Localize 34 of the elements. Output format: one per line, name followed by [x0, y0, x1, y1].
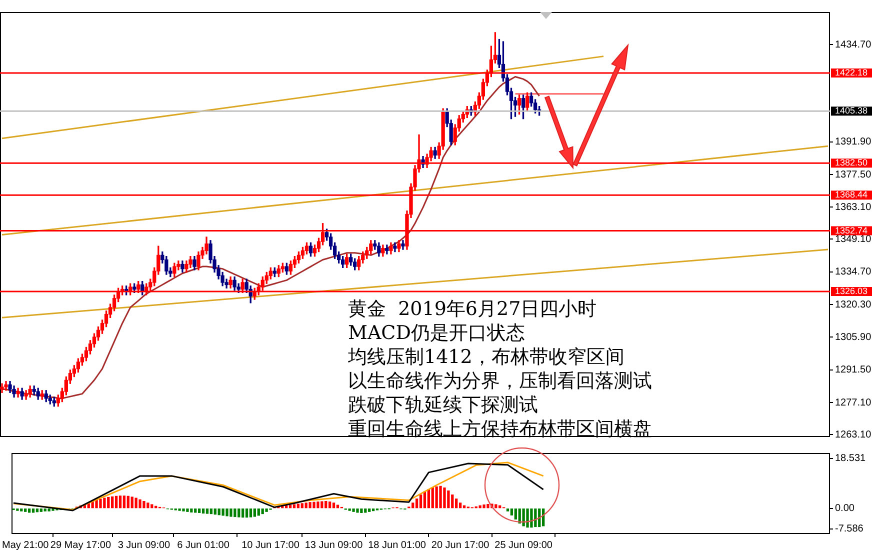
x-tick-label: May 21:00: [2, 540, 50, 550]
ref-line-label: 1382.50: [835, 158, 868, 168]
x-tick-label: 6 Jun 01:00: [177, 540, 230, 550]
annotation: 跌破下轨延续下探测试: [348, 393, 539, 417]
x-tick-label: 29 May 17:00: [50, 540, 112, 550]
ref-line-label: 1326.03: [835, 286, 868, 296]
annotation: 黄金 2019年6月27日四小时: [348, 297, 598, 321]
ref-line-label: 1368.44: [835, 190, 868, 200]
x-tick-label: 13 Jun 09:00: [304, 540, 364, 550]
y-tick-label: 1263.10: [835, 429, 872, 440]
ref-line-label: 1422.18: [835, 67, 868, 78]
x-tick-label: 25 Jun 09:00: [494, 540, 553, 550]
y-tick-label: 1363.10: [835, 202, 872, 213]
y-tick-label: 0.00: [835, 503, 855, 514]
y-tick-label: 1305.90: [835, 332, 872, 343]
y-tick-label: 1391.90: [835, 136, 872, 148]
y-tick-label: 1334.70: [835, 266, 872, 278]
x-tick-label: 10 Jun 17:00: [242, 540, 300, 550]
y-tick-label: 1277.10: [835, 397, 872, 408]
y-tick-label: 18.531: [835, 453, 866, 464]
annotation: 以生命线作为分界，压制看回落测试: [348, 369, 652, 393]
ref-line-label: 1405.38: [835, 106, 868, 116]
y-tick-label: -7.586: [835, 524, 864, 535]
annotation: 均线压制1412，布林带收窄区间: [348, 345, 626, 369]
annotation: MACD仍是开口状态: [348, 321, 526, 345]
x-tick-label: 18 Jun 01:00: [368, 540, 426, 550]
y-tick-label: 1291.50: [835, 364, 872, 376]
y-tick-label: 1320.30: [835, 299, 872, 310]
y-tick-label: 1434.70: [835, 39, 872, 50]
x-tick-label: 20 Jun 17:00: [431, 540, 490, 550]
ref-line-label: 1352.74: [835, 225, 868, 236]
y-tick-label: 1377.50: [835, 169, 872, 180]
y-tick-label: 1349.10: [835, 234, 872, 245]
x-tick-label: 3 Jun 09:00: [118, 540, 171, 550]
